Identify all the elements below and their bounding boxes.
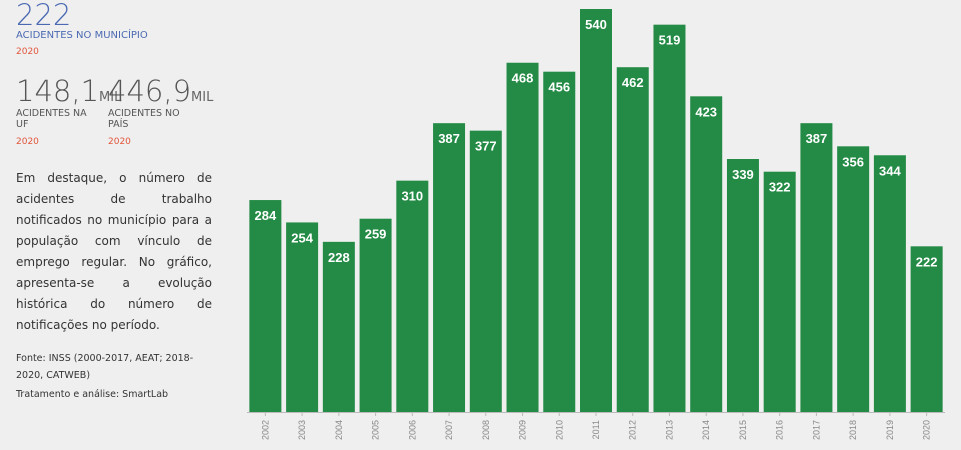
x-tick-label: 2004 [334,420,344,440]
source: Fonte: INSS (2000-2017, AEAT; 2018-2020,… [16,353,194,381]
stat-year: 2020 [16,137,39,147]
x-tick-label: 2002 [260,420,270,440]
bar [249,200,282,412]
value-label: 377 [475,139,497,154]
value-label: 344 [879,163,901,178]
highlight-value: 222 [16,0,72,32]
x-tick-label: 2019 [885,420,895,440]
value-label: 540 [585,17,607,32]
x-tick-label: 2008 [481,420,491,440]
value-label: 322 [769,180,791,195]
highlight-label: ACIDENTES NO MUNICÍPIO [16,30,148,41]
bar [653,24,686,413]
bar [616,67,649,412]
stat-year: 2020 [108,137,131,147]
value-label: 310 [401,189,423,204]
value-label: 462 [622,75,644,90]
bar [837,146,870,412]
bar [690,96,723,413]
stat-unit: MIL [191,90,214,105]
value-label: 259 [365,227,387,242]
bar [873,155,906,412]
bar [322,241,355,412]
stat-label: ACIDENTES NO PAÍS [108,108,180,130]
x-tick-label: 2011 [591,420,601,439]
bar [910,246,943,412]
value-label: 284 [255,208,277,223]
x-tick-label: 2007 [444,420,454,440]
bar [286,222,319,412]
bar [469,130,502,412]
source: Tratamento e análise: SmartLab [16,389,169,400]
x-tick-label: 2016 [775,420,785,440]
x-tick-label: 2014 [701,420,711,440]
bar [396,180,429,412]
value-label: 254 [291,230,313,245]
x-tick-label: 2018 [848,420,858,440]
value-label: 228 [328,250,350,265]
description: Em destaque, o número de acidentes de tr… [16,171,212,332]
stat-label: ACIDENTES NA UF [16,108,87,130]
bar [506,62,539,412]
x-tick-label: 2009 [518,420,528,440]
x-tick-label: 2013 [664,420,674,440]
value-label: 339 [732,167,754,182]
x-tick-label: 2017 [811,420,821,440]
stat-unit: MIL [99,90,122,105]
stat-value: 446,9 [108,74,192,108]
x-tick-label: 2006 [407,420,417,440]
value-label: 387 [438,131,460,146]
stat-value: 148,1 [16,74,100,108]
bar [763,171,796,412]
value-label: 423 [695,104,717,119]
value-label: 519 [659,33,681,48]
value-label: 222 [916,254,938,269]
x-tick-label: 2005 [371,420,381,440]
stat: 446,9MIL [108,76,213,106]
bar [726,159,759,412]
x-tick-label: 2020 [922,420,932,440]
value-label: 456 [548,80,570,95]
value-label: 468 [512,71,534,86]
bar [580,9,612,412]
stat: 148,1MIL [16,76,121,106]
x-tick-label: 2015 [738,420,748,440]
bar [433,123,466,412]
highlight-year: 2020 [16,47,39,57]
x-tick-label: 2003 [297,420,307,440]
value-label: 387 [806,131,828,146]
x-tick-label: 2010 [554,420,564,440]
chart: 284 2002 254 2003 228 2004 259 2005 310 2006 387 20… [247,9,945,440]
x-tick-label: 2012 [628,420,638,440]
value-label: 356 [842,154,864,169]
bar [800,123,833,412]
bar [359,218,392,412]
bar [543,71,576,412]
